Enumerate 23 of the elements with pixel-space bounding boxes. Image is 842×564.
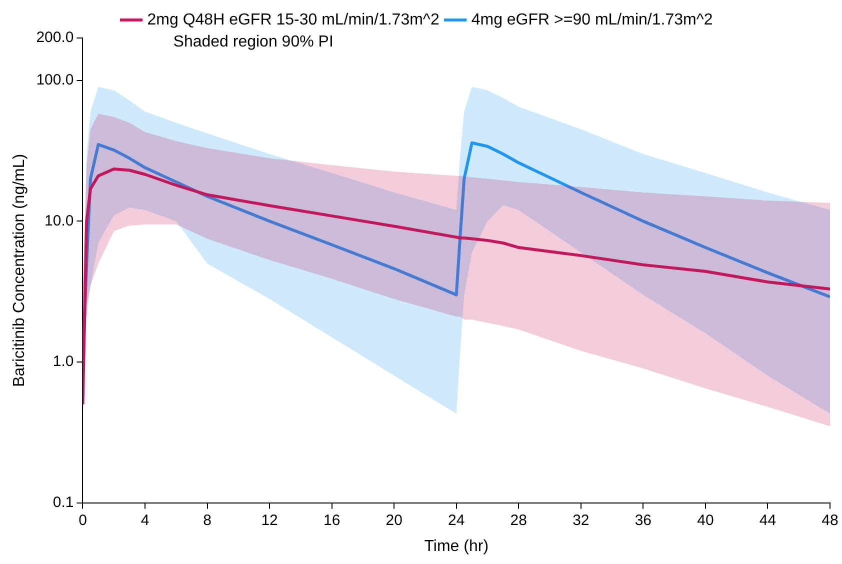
x-tick-label: 28 xyxy=(510,512,527,529)
y-tick-label: 200.0 xyxy=(36,29,74,46)
y-tick-label: 10.0 xyxy=(44,212,74,230)
x-tick-label: 8 xyxy=(203,512,212,529)
annotation: Shaded region 90% PI xyxy=(173,33,334,50)
x-tick-label: 36 xyxy=(634,512,652,529)
x-tick-label: 20 xyxy=(386,512,402,529)
x-tick-label: 40 xyxy=(697,512,714,529)
x-tick-label: 48 xyxy=(822,512,838,529)
x-tick-label: 12 xyxy=(261,512,278,529)
x-tick-label: 16 xyxy=(323,512,340,529)
y-axis-title: Baricitinib Concentration (ng/mL) xyxy=(11,154,28,387)
y-tick-label: 1.0 xyxy=(52,353,74,370)
x-tick-label: 44 xyxy=(759,512,776,529)
x-tick-label: 4 xyxy=(140,512,150,529)
x-tick-label: 32 xyxy=(572,512,590,529)
x-axis-title: Time (hr) xyxy=(424,538,489,555)
x-tick-label: 24 xyxy=(448,512,465,529)
legend-label: 4mg eGFR >=90 mL/min/1.73m^2 xyxy=(471,11,713,28)
legend-label: 2mg Q48H eGFR 15-30 mL/min/1.73m^2 xyxy=(147,11,440,28)
y-tick-label: 0.1 xyxy=(52,494,74,511)
x-tick-label: 0 xyxy=(78,512,87,529)
y-tick-label: 100.0 xyxy=(36,72,74,89)
